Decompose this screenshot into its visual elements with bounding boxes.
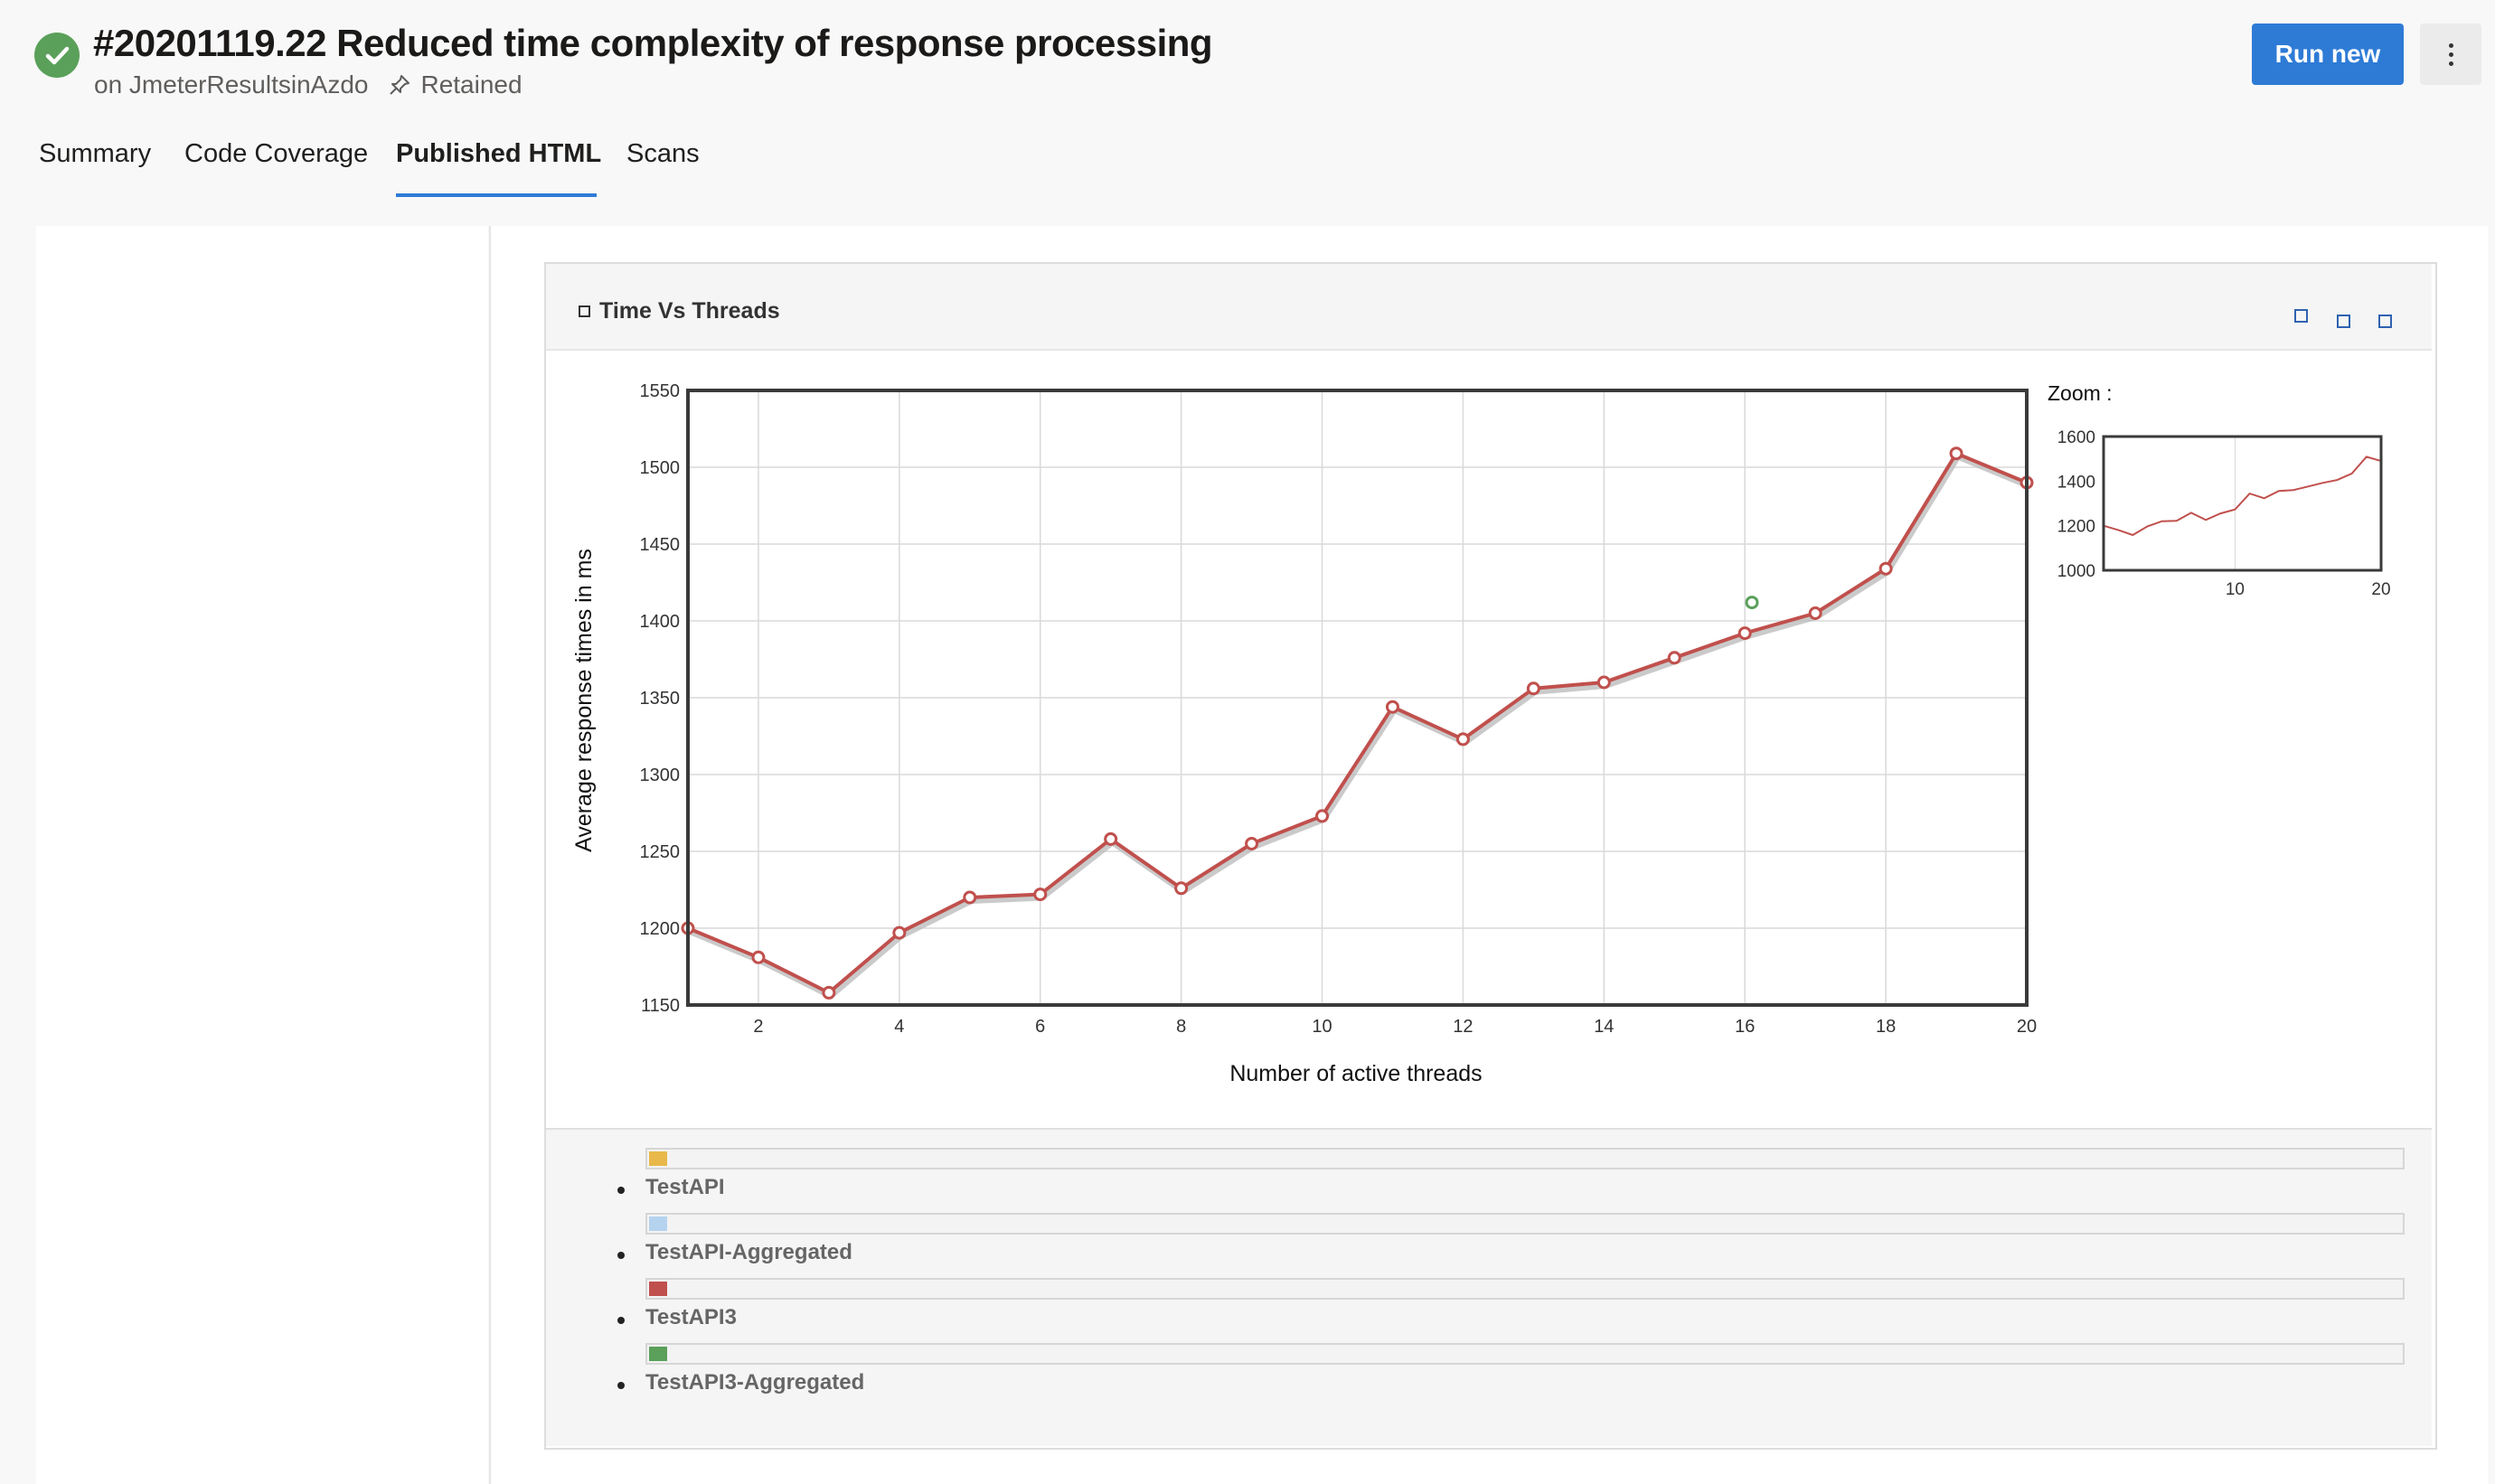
legend-series-label[interactable]: TestAPI-Aggregated <box>645 1240 852 1264</box>
data-point <box>1808 606 1822 620</box>
zoom-frame[interactable] <box>2102 435 2383 572</box>
data-point <box>1526 681 1540 696</box>
zoom-series-line <box>2103 456 2382 537</box>
data-point <box>1949 446 1963 461</box>
success-status-icon <box>34 33 80 78</box>
y-tick-label: 1300 <box>640 765 681 785</box>
data-point <box>1385 700 1399 714</box>
legend-swatch <box>649 1216 667 1231</box>
x-tick-label: 8 <box>1176 1017 1186 1037</box>
series-shadow <box>688 453 2030 1000</box>
data-point <box>1596 675 1611 690</box>
report-sidebar <box>36 226 488 1484</box>
x-tick-label: 2 <box>753 1017 763 1037</box>
tab-scans[interactable]: Scans <box>626 139 700 168</box>
x-tick-label: 10 <box>1312 1017 1332 1037</box>
legend-swatch <box>649 1151 667 1166</box>
repo-link[interactable]: on JmeterResultsinAzdo <box>94 70 369 99</box>
data-point <box>1878 561 1893 576</box>
data-point <box>963 890 977 905</box>
zoom-y-tick-label: 1400 <box>2057 473 2095 492</box>
y-tick-label: 1500 <box>640 458 681 478</box>
y-tick-label: 1250 <box>640 842 681 862</box>
legend-series-label[interactable]: TestAPI <box>645 1175 725 1199</box>
legend-bullet <box>617 1187 625 1194</box>
legend-toggle-bar[interactable] <box>645 1343 2405 1365</box>
x-tick-label: 14 <box>1594 1017 1614 1037</box>
run-new-button[interactable]: Run new <box>2252 23 2404 85</box>
main-chart[interactable]: 1150 1200 1250 1300 1350 1400 1450 1500 1550 2 4 6… <box>546 352 2038 1103</box>
zoom-y-tick-label: 1200 <box>2057 518 2095 537</box>
zoom-overview[interactable]: Zoom : 1000 1200 1400 1600 10 20 <box>2038 371 2400 615</box>
y-tick-label: 1400 <box>640 612 681 632</box>
active-tab-indicator <box>396 193 597 197</box>
tab-summary[interactable]: Summary <box>39 139 152 168</box>
zoom-label: Zoom : <box>2048 381 2113 405</box>
page-title: #20201119.22 Reduced time complexity of … <box>93 22 1213 64</box>
data-point <box>1667 651 1681 665</box>
legend-bullet <box>617 1252 625 1259</box>
data-point <box>1174 881 1189 896</box>
x-tick-label: 20 <box>2017 1017 2037 1037</box>
tab-published-html[interactable]: Published HTML <box>396 139 602 168</box>
legend-toggle-bar[interactable] <box>645 1213 2405 1235</box>
x-tick-label: 16 <box>1735 1017 1755 1037</box>
run-subtitle: on JmeterResultsinAzdo Retained <box>94 70 523 99</box>
data-point <box>1455 732 1470 747</box>
data-point <box>892 925 907 940</box>
zoom-y-tick-label: 1000 <box>2057 562 2095 581</box>
x-tick-label: 12 <box>1453 1017 1473 1037</box>
series-line <box>687 451 2028 995</box>
data-point <box>1315 809 1330 823</box>
y-axis-label: Average response times in ms <box>571 549 597 852</box>
x-axis-label: Number of active threads <box>1229 1061 1482 1086</box>
pin-icon <box>388 73 411 97</box>
legend-swatch <box>649 1282 667 1296</box>
y-tick-label: 1350 <box>640 689 681 709</box>
legend-toggle-bar[interactable] <box>645 1148 2405 1169</box>
more-dot-icon <box>2448 42 2453 48</box>
legend-series-label[interactable]: TestAPI3 <box>645 1305 737 1329</box>
legend-bullet <box>617 1382 625 1389</box>
plot-frame <box>686 389 2029 1007</box>
more-dot-icon <box>2448 52 2453 57</box>
y-tick-label: 1450 <box>640 535 681 555</box>
data-point <box>1737 626 1752 641</box>
more-dot-icon <box>2448 61 2453 66</box>
zoom-reset-icon[interactable] <box>2294 309 2308 323</box>
chart-card-header <box>546 264 2432 351</box>
export-icon[interactable] <box>2378 315 2392 328</box>
data-point <box>1745 596 1759 610</box>
y-tick-label: 1150 <box>641 996 680 1016</box>
x-tick-label: 4 <box>894 1017 904 1037</box>
chart-card-title: Time Vs Threads <box>579 298 780 324</box>
data-point <box>1033 888 1048 902</box>
more-actions-button[interactable] <box>2420 23 2481 85</box>
zoom-x-tick-label: 20 <box>2371 580 2390 599</box>
zoom-y-tick-label: 1600 <box>2057 428 2095 447</box>
tab-code-coverage[interactable]: Code Coverage <box>184 139 369 168</box>
collapse-icon[interactable] <box>579 305 590 317</box>
zoom-x-tick-label: 10 <box>2226 580 2245 599</box>
legend-swatch <box>649 1347 667 1361</box>
legend-series-label[interactable]: TestAPI3-Aggregated <box>645 1370 865 1395</box>
toggle-legend-icon[interactable] <box>2337 315 2350 328</box>
y-tick-label: 1550 <box>640 381 681 401</box>
y-tick-label: 1200 <box>640 919 681 939</box>
data-point <box>1245 837 1259 850</box>
chart-title: Time Vs Threads <box>599 298 780 324</box>
x-tick-label: 18 <box>1876 1017 1896 1037</box>
data-point <box>822 985 836 1000</box>
data-point <box>751 950 766 964</box>
legend-toggle-bar[interactable] <box>645 1278 2405 1300</box>
legend-bullet <box>617 1317 625 1324</box>
data-point <box>1104 831 1118 846</box>
retained-label: Retained <box>420 70 523 99</box>
x-tick-label: 6 <box>1035 1017 1045 1037</box>
